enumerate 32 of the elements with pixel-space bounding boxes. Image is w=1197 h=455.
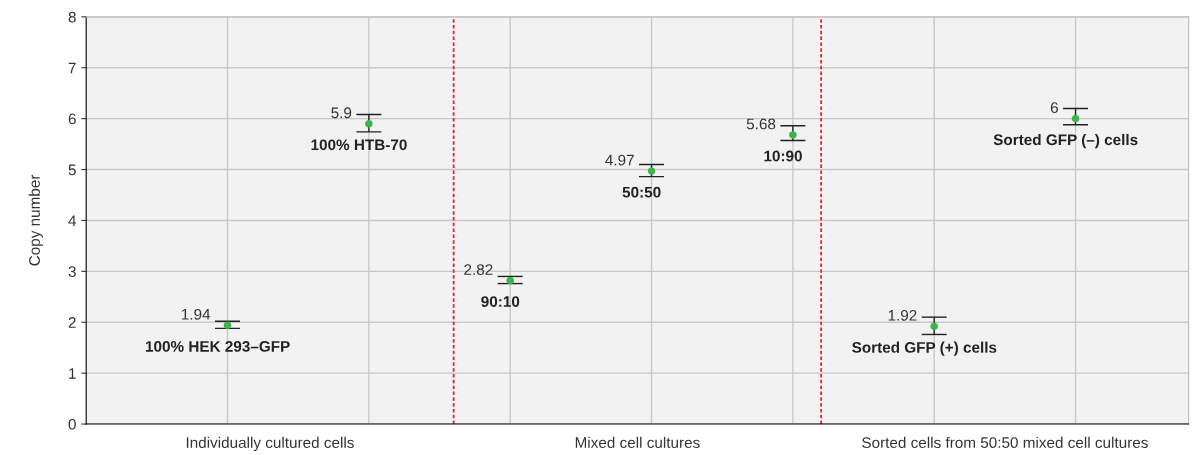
point	[1071, 114, 1080, 123]
y-tick-label: 1	[69, 368, 76, 379]
text: Sorted cells from 50:50 mixed cell cultures	[862, 436, 1148, 449]
data-label: 5.9	[331, 107, 352, 119]
data-label: 5.68	[746, 118, 776, 130]
x-tick-label: 50:50	[622, 186, 661, 198]
point	[647, 167, 656, 175]
y-tick-label: 5	[68, 164, 76, 176]
x-tick-label: 100% HEK 293–GFP	[145, 340, 290, 352]
point	[930, 322, 939, 331]
text: Mixed cell cultures	[575, 436, 700, 449]
data-label: 2.82	[464, 264, 493, 275]
data-label: 1.94	[181, 308, 211, 320]
data-label: 1.92	[888, 309, 917, 321]
x-tick-label: 90:10	[481, 296, 520, 308]
x-tick-label: Sorted GFP (+) cells	[852, 341, 997, 356]
point	[365, 119, 373, 128]
y-tick-label: 2	[68, 317, 76, 328]
y-tick-label: 8	[68, 11, 76, 23]
y-tick-label: 6	[68, 113, 76, 125]
y-tick-label: 7	[68, 62, 76, 74]
point	[789, 131, 797, 139]
y-axis-title: Copy number	[28, 174, 43, 266]
x-tick-label: 10:90	[764, 150, 802, 162]
text: Individually cultured cells	[186, 436, 354, 452]
x-tick-label: 100% HTB-70	[311, 139, 407, 151]
y-tick-label: 4	[68, 215, 77, 226]
y-tick-label: 0	[68, 418, 76, 430]
data-label: 4.97	[605, 154, 634, 166]
x-tick-label: Sorted GFP (–) cells	[993, 133, 1138, 149]
y-tick-label: 3	[68, 266, 76, 278]
data-label: 6	[1050, 102, 1058, 114]
